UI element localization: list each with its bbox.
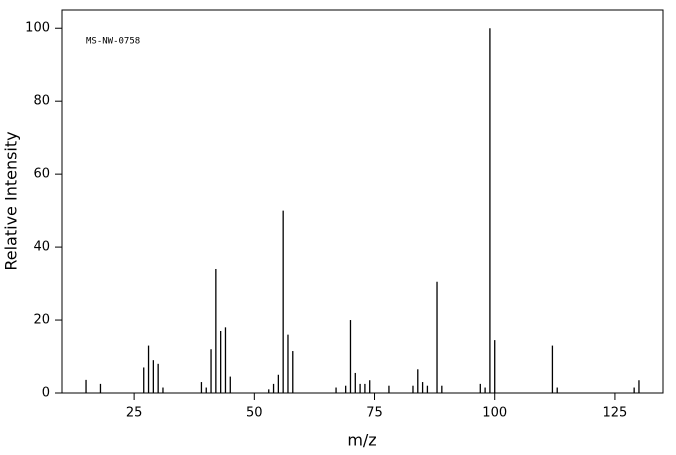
y-tick-label: 100 [25, 21, 50, 36]
x-tick-label: 75 [366, 406, 383, 421]
y-tick-label: 40 [33, 240, 50, 255]
y-axis-label: Relative Intensity [2, 131, 21, 270]
annotation: MS-NW-0758 [86, 37, 140, 47]
plot-frame [61, 9, 664, 394]
y-tick-label: 60 [33, 167, 50, 182]
x-tick-label: 125 [603, 406, 628, 421]
x-tick-label: 25 [126, 406, 143, 421]
x-tick-label: 100 [482, 406, 507, 421]
x-tick-label: 50 [246, 406, 263, 421]
y-tick-label: 0 [42, 386, 50, 401]
x-axis-label: m/z [347, 431, 376, 450]
y-tick-label: 80 [33, 94, 50, 109]
y-tick-label: 20 [33, 313, 50, 328]
